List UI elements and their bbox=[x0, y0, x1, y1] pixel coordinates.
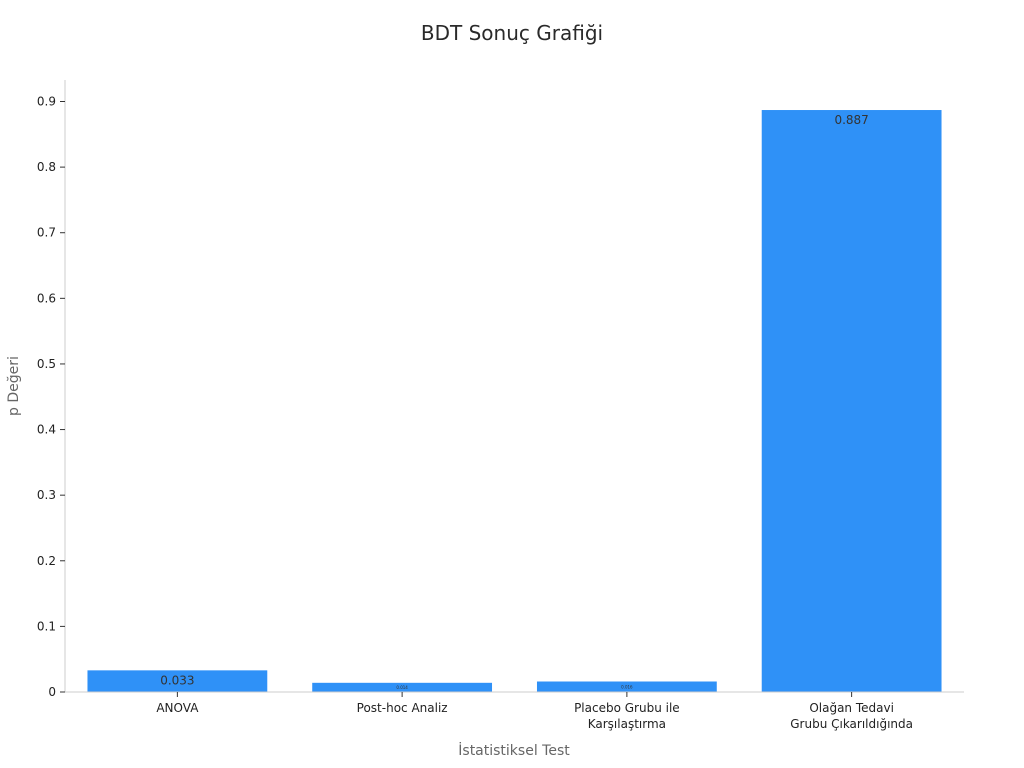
x-axis-ticks: ANOVA Post-hoc Analiz Placebo Grubu ile Kar… bbox=[156, 692, 913, 731]
x-tick-label-line: Post-hoc Analiz bbox=[357, 701, 448, 715]
x-tick-label-line: Placebo Grubu ile bbox=[574, 701, 680, 715]
data-labels: 0.033 0.014 0.016 0.887 bbox=[160, 113, 869, 690]
x-tick-label-line: Karşılaştırma bbox=[588, 717, 666, 731]
y-tick-label: 0.4 bbox=[37, 423, 56, 437]
x-tick-label: Placebo Grubu ile Karşılaştırma bbox=[574, 701, 680, 731]
y-axis-title: p Değeri bbox=[6, 356, 22, 416]
y-tick-label: 0.3 bbox=[37, 488, 56, 502]
bar bbox=[761, 110, 942, 693]
y-tick-label: 0 bbox=[48, 685, 56, 699]
y-tick-label: 0.9 bbox=[37, 95, 56, 109]
y-tick-label: 0.1 bbox=[37, 619, 56, 633]
bar-value-label: 0.016 bbox=[621, 684, 633, 689]
y-tick-label: 0.8 bbox=[37, 160, 56, 174]
y-tick-label: 0.7 bbox=[37, 226, 56, 240]
y-tick-label: 0.5 bbox=[37, 357, 56, 371]
x-axis-title: İstatistiksel Test bbox=[458, 741, 570, 759]
y-tick-label: 0.2 bbox=[37, 554, 56, 568]
y-tick-label: 0.6 bbox=[37, 291, 56, 305]
x-tick-label: ANOVA bbox=[156, 701, 199, 715]
x-tick-label-line: Grubu Çıkarıldığında bbox=[790, 717, 913, 731]
y-axis-ticks: 0 0.1 0.2 0.3 0.4 0.5 0.6 0.7 0.8 0.9 bbox=[37, 95, 65, 699]
x-tick-label-line: ANOVA bbox=[156, 701, 199, 715]
bar bbox=[536, 681, 717, 692]
bar-value-label: 0.033 bbox=[160, 673, 194, 687]
x-tick-label-line: Olağan Tedavi bbox=[809, 701, 894, 715]
chart-title: BDT Sonuç Grafiği bbox=[421, 21, 603, 45]
bar bbox=[87, 670, 268, 692]
bar-value-label: 0.014 bbox=[396, 685, 408, 690]
bar bbox=[312, 682, 493, 692]
x-tick-label: Olağan Tedavi Grubu Çıkarıldığında bbox=[790, 701, 913, 731]
bars-layer bbox=[87, 110, 942, 693]
x-tick-label: Post-hoc Analiz bbox=[357, 701, 448, 715]
bar-value-label: 0.887 bbox=[834, 113, 868, 127]
